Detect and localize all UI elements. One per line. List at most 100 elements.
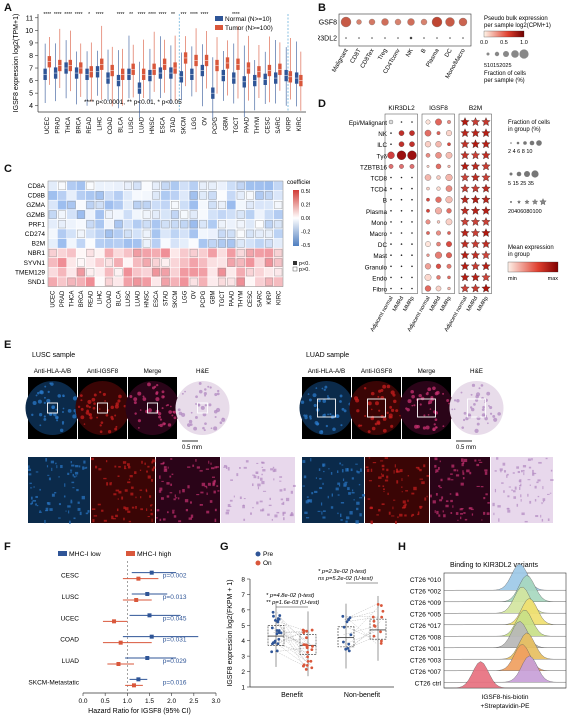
e-luad-zoom-texture <box>450 473 453 475</box>
e-luad-texture <box>358 424 361 427</box>
e-luad-zoom-texture <box>376 514 379 516</box>
c-cell <box>207 219 218 230</box>
d-row-label: Mast <box>373 253 387 260</box>
e-luad-texture <box>429 408 432 410</box>
c-ns-mark <box>161 258 170 267</box>
e-lusc-zoom-texture <box>69 469 73 471</box>
c-cell <box>47 267 58 278</box>
g-point <box>379 604 383 607</box>
e-luad-zoom-texture <box>411 513 415 516</box>
e-luad-texture <box>377 421 381 426</box>
c-cell <box>122 257 133 268</box>
c-cell <box>245 247 256 259</box>
e-lusc-texture <box>204 394 207 397</box>
e-luad-zoom-texture <box>441 496 444 500</box>
c-ns-mark <box>95 191 104 200</box>
e-lusc-zoom-texture <box>97 503 101 506</box>
a-star: **** <box>54 12 62 18</box>
e-lusc-zoom-texture <box>77 501 80 504</box>
d-dot-igsf8 <box>446 252 452 259</box>
e-luad-zoom-texture <box>356 507 359 511</box>
e-lusc-texture <box>115 425 118 428</box>
c-cell <box>66 190 77 201</box>
d-star-b2m <box>460 283 470 293</box>
b-col-label: NK <box>405 48 414 58</box>
d-dot-kir3dl2 <box>400 198 403 201</box>
e-luad-zoom-texture <box>508 486 512 488</box>
d-dot-igsf8 <box>424 174 432 181</box>
e-luad-texture <box>487 404 490 407</box>
e-lusc-zoom-texture <box>70 501 73 504</box>
e-luad-zoom-texture <box>342 478 345 482</box>
c-cell <box>226 219 237 230</box>
d-frac-igsf8-dot <box>509 172 513 176</box>
e-luad-zoom-texture <box>368 457 371 459</box>
c-cell <box>188 267 199 278</box>
c-cell <box>254 247 265 259</box>
e-luad-texture <box>304 415 308 420</box>
d-dot-kir3dl2 <box>400 187 403 190</box>
c-ns-mark <box>161 277 170 286</box>
d-dot-igsf8 <box>445 151 453 159</box>
c-col-label: PRAD <box>60 290 66 307</box>
e-lusc-zoom-texture <box>64 483 66 487</box>
e-luad-texture <box>432 386 436 391</box>
e-luad-texture <box>378 409 381 412</box>
c-color-tick: -0.50 <box>301 243 310 249</box>
c-cell <box>245 199 256 211</box>
e-luad-zoom-texture <box>493 512 495 516</box>
e-lusc-zoom-texture <box>206 486 208 489</box>
h-histogram <box>443 655 567 683</box>
e-lusc-zoom-texture <box>152 466 156 469</box>
d-dot-igsf8 <box>426 197 430 202</box>
e-luad-zoom-texture <box>451 464 455 468</box>
d-row-label: Endo <box>372 275 387 282</box>
e-luad-zoom-texture <box>319 487 323 490</box>
c-cell <box>198 228 209 239</box>
e-luad-texture <box>343 409 347 413</box>
e-luad-texture <box>453 399 457 402</box>
e-lusc-zoom-texture <box>117 498 119 500</box>
c-cell <box>169 199 180 211</box>
e-lusc-zoom-texture <box>78 465 81 468</box>
c-cell <box>226 209 237 220</box>
e-luad-zoom-texture <box>365 466 369 469</box>
e-luad-zoom-texture <box>305 517 310 519</box>
d-star-b2m <box>481 228 491 237</box>
d-dot-kir3dl2 <box>411 221 413 223</box>
c-col-label: LUSC <box>126 290 132 307</box>
c-ns-mark <box>161 220 170 229</box>
g-pair-line <box>343 625 379 635</box>
e-lusc-zoom-texture <box>135 505 137 509</box>
e-lusc-zoom-texture <box>45 507 49 511</box>
e-luad-texture <box>364 415 367 418</box>
e-lusc-zoom-texture <box>141 460 143 464</box>
e-lusc-zoom-texture <box>166 482 170 485</box>
h-histogram <box>443 598 567 626</box>
a-xtick-label: HNSC <box>150 116 156 134</box>
e-lusc-zoom-texture <box>187 466 191 468</box>
d-dot-kir3dl2 <box>400 254 403 256</box>
e-lusc-zoom-texture <box>35 471 39 473</box>
e-lusc-zoom-texture <box>48 477 52 481</box>
e-lusc-zoom-texture <box>35 503 37 506</box>
e-lusc-zoom-texture <box>216 466 220 468</box>
d-mean-max: max <box>548 276 559 282</box>
e-luad-zoom-texture <box>347 487 350 491</box>
d-row-label: TCD8 <box>371 176 388 183</box>
e-luad-zoom-texture <box>315 477 317 479</box>
b-size-dot <box>486 52 490 56</box>
d-star-b2m <box>460 272 470 282</box>
c-cell <box>113 199 124 211</box>
e-lusc-texture <box>134 412 137 415</box>
c-ns-mark <box>236 258 245 267</box>
e-lusc-zoom-texture <box>28 465 30 469</box>
c-ns-mark <box>246 229 254 238</box>
e-luad-zoom-texture <box>357 471 360 474</box>
e-lusc-texture <box>39 424 42 427</box>
e-lusc-texture <box>91 397 96 402</box>
c-cell <box>235 199 246 211</box>
e-lusc-zoom-texture <box>103 519 107 522</box>
e-luad-texture <box>425 392 429 396</box>
a-ytick-label: 11 <box>26 15 33 22</box>
